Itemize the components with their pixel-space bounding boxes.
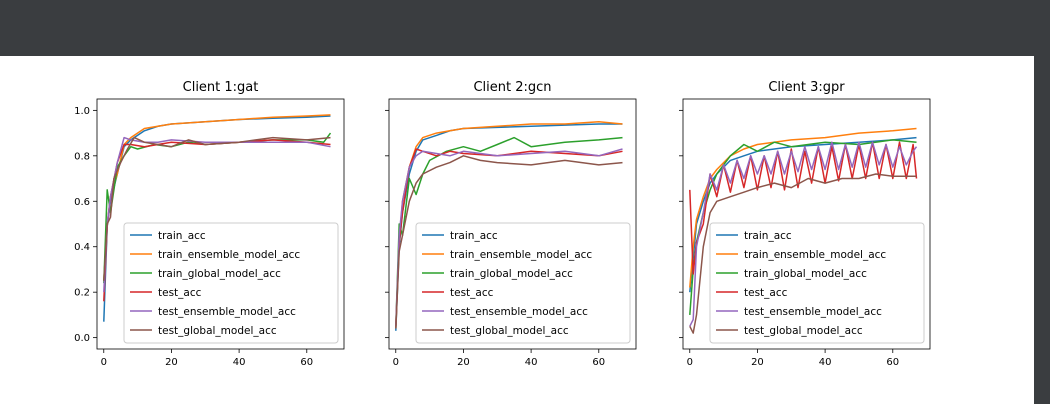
legend-label-test-ensemble-model-acc: test_ensemble_model_acc	[450, 306, 588, 318]
x-tick-label: 0	[687, 357, 693, 368]
legend-label-test-ensemble-model-acc: test_ensemble_model_acc	[158, 306, 296, 318]
legend: train_acc train_ensemble_model_acc train_g…	[710, 223, 924, 343]
y-tick-label: 0.8	[74, 151, 90, 162]
legend-label-test-global-model-acc: test_global_model_acc	[744, 325, 863, 337]
chart-title: Client 1:gat	[183, 80, 259, 95]
y-tick-label: 0.0	[74, 333, 90, 344]
y-tick-label: 1.0	[74, 106, 90, 117]
legend-label-train-global-model-acc: train_global_model_acc	[158, 268, 281, 280]
legend-label-train-ensemble-model-acc: train_ensemble_model_acc	[450, 249, 592, 261]
legend-label-train-global-model-acc: train_global_model_acc	[744, 268, 867, 280]
legend-label-test-global-model-acc: test_global_model_acc	[158, 325, 277, 337]
x-tick-label: 60	[592, 357, 605, 368]
x-tick-label: 40	[525, 357, 538, 368]
x-tick-label: 0	[101, 357, 107, 368]
y-tick-label: 0.2	[74, 288, 90, 299]
y-tick-label: 0.6	[74, 197, 90, 208]
x-tick-label: 60	[886, 357, 899, 368]
x-tick-label: 20	[751, 357, 764, 368]
chart-title: Client 3:gpr	[768, 80, 845, 95]
top-bar	[0, 0, 1050, 56]
legend-label-train-acc: train_acc	[744, 230, 792, 242]
x-tick-label: 40	[233, 357, 246, 368]
legend: train_acc train_ensemble_model_acc train_g…	[416, 223, 630, 343]
x-tick-label: 60	[300, 357, 313, 368]
legend-label-train-ensemble-model-acc: train_ensemble_model_acc	[158, 249, 300, 261]
legend: train_acc train_ensemble_model_acc train_g…	[124, 223, 338, 343]
x-tick-label: 20	[165, 357, 178, 368]
legend-label-train-ensemble-model-acc: train_ensemble_model_acc	[744, 249, 886, 261]
chart-title: Client 2:gcn	[473, 80, 551, 95]
y-tick-label: 0.4	[74, 242, 90, 253]
legend-label-test-acc: test_acc	[744, 287, 788, 299]
legend-label-test-ensemble-model-acc: test_ensemble_model_acc	[744, 306, 882, 318]
legend-label-train-acc: train_acc	[450, 230, 498, 242]
x-tick-label: 0	[393, 357, 399, 368]
figure-canvas: Client 1:gat 0 20 40 60 0.0 0.2 0.4 0.6 0.8 1.0 tra…	[0, 56, 1034, 404]
right-side-strip	[1034, 56, 1050, 404]
legend-label-test-acc: test_acc	[450, 287, 494, 299]
legend-label-train-global-model-acc: train_global_model_acc	[450, 268, 573, 280]
x-tick-label: 20	[457, 357, 470, 368]
x-tick-label: 40	[819, 357, 832, 368]
legend-label-test-acc: test_acc	[158, 287, 202, 299]
legend-label-train-acc: train_acc	[158, 230, 206, 242]
legend-label-test-global-model-acc: test_global_model_acc	[450, 325, 569, 337]
